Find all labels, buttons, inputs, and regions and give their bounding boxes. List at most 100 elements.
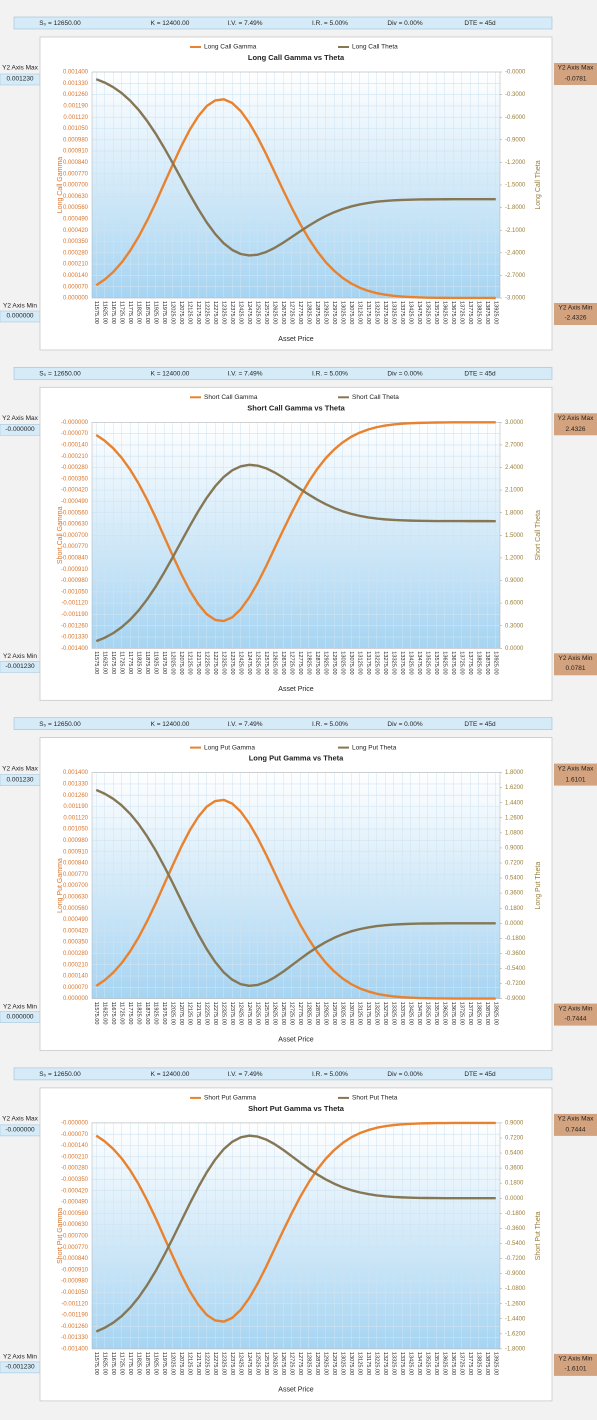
- y-tick-label: 0.000840: [63, 160, 89, 166]
- y2-tick-label: -1.6200: [505, 1331, 526, 1337]
- x-tick-label: 12175.00: [195, 651, 201, 674]
- axis-box: [554, 413, 597, 436]
- y-tick-label: 0.000140: [63, 273, 89, 279]
- y-tick-label: -0.000280: [61, 465, 89, 471]
- y2-tick-label: -0.9000: [505, 1271, 526, 1277]
- x-tick-label: 11975.00: [161, 301, 167, 324]
- y2-tick-label: -0.1800: [505, 1211, 526, 1217]
- parameter: K = 12400.00: [151, 20, 190, 27]
- x-tick-label: 13575.00: [433, 301, 439, 324]
- x-tick-label: 12825.00: [305, 1002, 311, 1025]
- y2-tick-label: 2.7000: [505, 442, 524, 448]
- y-tick-label: 0.000840: [63, 861, 89, 867]
- axis-box-value: -0.001230: [5, 1364, 35, 1371]
- x-tick-label: 12775.00: [297, 1352, 303, 1375]
- y-tick-label: 0.000000: [63, 996, 89, 1002]
- axis-box-title: Y2 Axis Min: [3, 1354, 37, 1361]
- axis-box-title: Y2 Axis Min: [559, 1356, 593, 1363]
- y-tick-label: -0.000840: [61, 1256, 89, 1262]
- y-tick-label: 0.001050: [63, 126, 89, 132]
- y-tick-label: 0.000980: [63, 838, 89, 844]
- x-tick-label: 13175.00: [365, 651, 371, 674]
- y-tick-label: 0.000350: [63, 940, 89, 946]
- x-tick-label: 12725.00: [288, 1002, 294, 1025]
- x-tick-label: 12025.00: [169, 651, 175, 674]
- x-tick-label: 13525.00: [424, 301, 430, 324]
- axis-box-value: 0.001230: [6, 76, 33, 83]
- series-line: [95, 98, 496, 300]
- y-tick-label: 0.001400: [63, 770, 89, 776]
- y-tick-label: 0.001120: [63, 815, 88, 821]
- y2-tick-label: -1.0800: [505, 1286, 526, 1292]
- series-line: [95, 788, 496, 988]
- x-tick-label: 11925.00: [152, 1352, 158, 1375]
- x-tick-label: 13125.00: [356, 651, 362, 674]
- parameter: Div = 0.00%: [387, 20, 422, 27]
- x-tick-label: 13925.00: [492, 1352, 498, 1375]
- x-tick-label: 11575.00: [93, 651, 99, 674]
- x-tick-label: 13675.00: [450, 1352, 456, 1375]
- legend-label: Long Call Theta: [352, 44, 398, 51]
- y-tick-label: 0.000070: [63, 985, 89, 991]
- y-tick-label: 0.000980: [63, 137, 89, 143]
- y2-tick-label: -0.5400: [505, 966, 526, 972]
- x-tick-label: 13925.00: [492, 1002, 498, 1025]
- axis-box-title: Y2 Axis Max: [558, 1116, 595, 1123]
- x-tick-label: 12625.00: [271, 1002, 277, 1025]
- y2-tick-label: 0.5400: [505, 876, 524, 882]
- x-tick-label: 12625.00: [271, 1352, 277, 1375]
- x-tick-label: 13025.00: [339, 301, 345, 324]
- parameter: I.V. = 7.49%: [228, 20, 263, 27]
- y-tick-label: 0.001190: [63, 103, 88, 109]
- axis-box-value: -0.001230: [5, 663, 35, 670]
- y2-tick-label: -0.3600: [505, 951, 526, 957]
- x-tick-label: 13525.00: [424, 651, 430, 674]
- parameter-bar: [13, 717, 553, 730]
- y-tick-label: -0.000770: [61, 544, 89, 550]
- y2-tick-label: 0.5400: [505, 1151, 524, 1157]
- axis-box-value: -1.6101: [564, 1366, 586, 1373]
- x-tick-label: 11875.00: [144, 1352, 150, 1375]
- x-tick-label: 12425.00: [237, 1002, 243, 1025]
- parameter: Div = 0.00%: [387, 1071, 422, 1078]
- axis-box: [554, 1353, 597, 1376]
- y2-tick-label: 1.2000: [505, 555, 524, 561]
- x-tick-label: 12175.00: [195, 1002, 201, 1025]
- x-tick-label: 12675.00: [280, 1002, 286, 1025]
- parameter: DTE = 45d: [464, 371, 496, 378]
- y-tick-label: 0.000140: [63, 974, 89, 980]
- x-tick-label: 11725.00: [118, 301, 124, 324]
- x-tick-label: 12725.00: [288, 301, 294, 324]
- y-tick-label: -0.000980: [61, 1279, 89, 1285]
- axis-box-value: 0.001230: [6, 776, 33, 783]
- x-tick-label: 13425.00: [407, 651, 413, 674]
- parameter: DTE = 45d: [464, 1071, 496, 1078]
- y2-tick-label: -0.3000: [505, 92, 526, 98]
- x-tick-label: 12275.00: [212, 651, 218, 674]
- x-tick-label: 13425.00: [407, 301, 413, 324]
- y-tick-label: -0.001400: [61, 646, 89, 652]
- y2-tick-label: 0.0000: [505, 921, 524, 927]
- x-tick-label: 12875.00: [314, 1352, 320, 1375]
- x-tick-label: 13725.00: [458, 1002, 464, 1025]
- x-tick-label: 13825.00: [475, 651, 481, 674]
- y-tick-label: -0.000980: [61, 578, 89, 584]
- plot-border: [91, 71, 501, 299]
- axis-box-value: -0.0781: [564, 76, 586, 83]
- x-tick-label: 13275.00: [382, 1002, 388, 1025]
- y2-tick-label: 0.7200: [505, 1136, 524, 1142]
- x-tick-label: 13875.00: [484, 1002, 490, 1025]
- y2-tick-label: 0.3600: [505, 891, 524, 897]
- x-tick-label: 13775.00: [467, 1352, 473, 1375]
- legend-label: Long Put Gamma: [204, 744, 255, 751]
- y2-tick-label: 0.3000: [505, 623, 524, 629]
- y-tick-label: -0.000000: [61, 1120, 89, 1126]
- x-tick-label: 12225.00: [203, 301, 209, 324]
- x-tick-label: 11625.00: [101, 651, 107, 674]
- x-tick-label: 13175.00: [365, 301, 371, 324]
- x-tick-label: 11625.00: [101, 1352, 107, 1375]
- parameter: S₀ = 12650.00: [39, 371, 81, 378]
- x-tick-label: 11675.00: [110, 301, 116, 324]
- axis-box-value: 0.0781: [566, 665, 586, 672]
- x-tick-label: 13625.00: [441, 1352, 447, 1375]
